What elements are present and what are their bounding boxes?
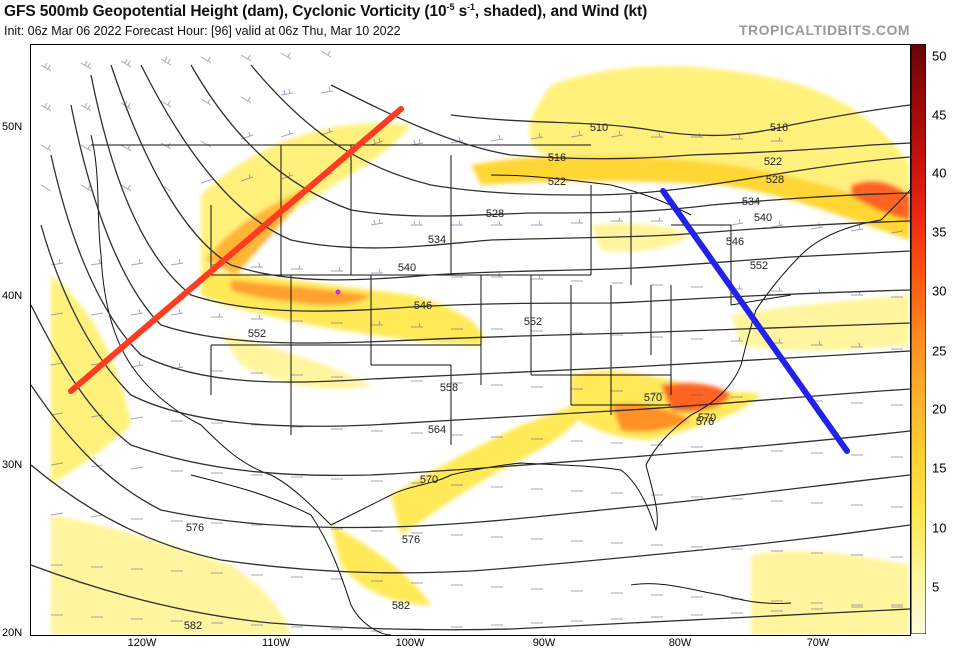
lon-label-110w: 110W (262, 637, 290, 649)
contour-label: 546 (414, 300, 432, 312)
colorbar-tick: 20 (932, 401, 947, 417)
contour-label: 516 (770, 122, 788, 134)
contour-label: 516 (548, 152, 566, 164)
lon-label-90w: 90W (532, 637, 556, 649)
wind-barb-field (40, 50, 904, 632)
blue-annotation-line (660, 188, 850, 454)
contour-label: 582 (184, 620, 202, 632)
lat-label-30n: 30N (2, 459, 23, 471)
lon-label-70w: 70W (806, 637, 830, 649)
colorbar-tick: 50 (932, 48, 947, 64)
contour-label: 510 (590, 122, 608, 134)
map-title: GFS 500mb Geopotential Height (dam), Cyc… (4, 2, 648, 21)
contour-label: 570 (420, 474, 438, 486)
contour-label: 564 (428, 424, 446, 436)
contour-label: 528 (766, 174, 784, 186)
lon-label-100w: 100W (395, 637, 425, 649)
weather-map: 510 516 516 522 522 528 528 534 534 540 … (30, 44, 911, 636)
lon-label-80w: 80W (668, 637, 692, 649)
contour-label: 528 (486, 208, 504, 220)
contour-labels: 510 516 516 522 522 528 528 534 534 540 … (184, 122, 788, 632)
magenta-marker (335, 289, 341, 295)
contour-label: 582 (392, 600, 410, 612)
contour-label: 576 (402, 534, 420, 546)
brand-watermark: TROPICALTIDBITS.COM (738, 22, 910, 38)
lat-label-50n: 50N (2, 121, 23, 133)
contour-label: 522 (548, 176, 566, 188)
colorbar-tick: 15 (932, 460, 947, 476)
colorbar-tick: 40 (932, 165, 947, 181)
colorbar-tick: 25 (932, 343, 947, 359)
contour-label: 552 (524, 316, 542, 328)
colorbar-tick: 45 (932, 107, 947, 123)
contour-label: 552 (750, 260, 768, 272)
contour-label: 576 (696, 416, 714, 428)
contour-label: 576 (186, 522, 204, 534)
contour-label: 546 (726, 236, 744, 248)
vorticity-shading (51, 66, 910, 635)
map-subtitle: Init: 06z Mar 06 2022 Forecast Hour: [96… (4, 24, 401, 38)
lat-label-40n: 40N (2, 290, 23, 302)
colorbar-tick: 35 (932, 224, 947, 240)
red-annotation-line (68, 106, 404, 394)
vorticity-colorbar (911, 44, 926, 634)
lat-label-20n: 20N (2, 627, 23, 639)
colorbar-tick: 5 (932, 579, 940, 595)
colorbar-tick: 10 (932, 520, 947, 536)
contour-label: 540 (754, 212, 772, 224)
contour-label: 534 (742, 196, 760, 208)
colorbar-tick: 30 (932, 283, 947, 299)
lon-label-120w: 120W (127, 637, 157, 649)
contour-label: 570 (698, 412, 716, 424)
contour-label: 540 (398, 262, 416, 274)
contour-label: 570 (644, 392, 662, 404)
contour-label: 534 (428, 234, 446, 246)
contour-label: 552 (248, 328, 266, 340)
contour-label: 522 (764, 156, 782, 168)
contour-label: 558 (440, 382, 458, 394)
